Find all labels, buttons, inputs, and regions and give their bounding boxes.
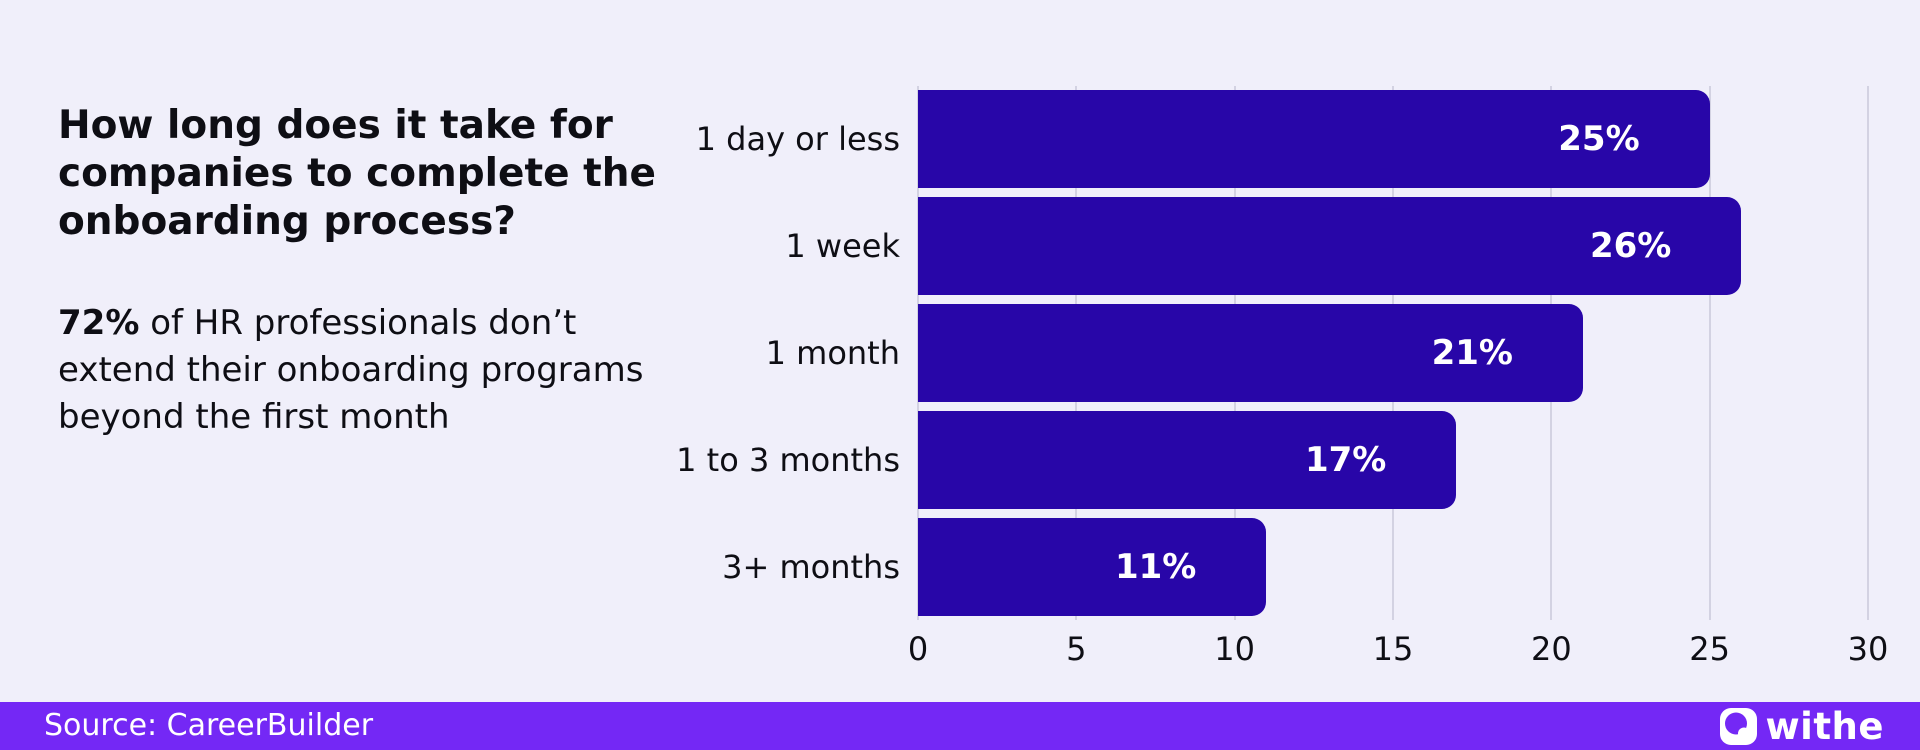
subtitle-line: 72% of HR professionals don’t bbox=[58, 300, 718, 347]
brand-logo: withe bbox=[1719, 704, 1885, 748]
chart-row: 1 day or less 25% bbox=[696, 86, 1868, 193]
x-tick-label: 5 bbox=[1066, 630, 1087, 668]
subtitle-text: of HR professionals don’t bbox=[139, 303, 577, 343]
category-label: 1 week bbox=[785, 227, 900, 266]
x-axis-ticks: 0 5 10 15 20 25 30 bbox=[908, 630, 1889, 674]
x-tick-label: 0 bbox=[907, 630, 929, 668]
headline-block: How long does it take for companies to c… bbox=[58, 102, 718, 441]
gridline bbox=[1708, 86, 1711, 620]
category-label: 1 to 3 months bbox=[676, 440, 900, 479]
footer-bar: Source: CareerBuilder withe bbox=[0, 702, 1920, 750]
bar-value-label: 21% bbox=[1431, 332, 1513, 373]
bar: 21% bbox=[918, 303, 1583, 402]
title-line: onboarding process? bbox=[58, 199, 516, 244]
title-line: How long does it take for bbox=[58, 103, 613, 148]
x-tick-label: 10 bbox=[1214, 630, 1256, 668]
chart-subtitle: 72% of HR professionals don’t extend the… bbox=[58, 300, 718, 441]
subtitle-line: beyond the first month bbox=[58, 397, 450, 437]
chart-row: 1 month 21% bbox=[766, 300, 1868, 407]
bar-chart: 1 day or less 25% 1 week 26% 1 month 21% 1 to … bbox=[676, 86, 1888, 668]
source-credit: Source: CareerBuilder bbox=[44, 708, 374, 743]
bar-value-label: 11% bbox=[1114, 546, 1197, 587]
category-label: 3+ months bbox=[722, 547, 900, 586]
stat-value: 72% bbox=[58, 303, 140, 343]
bar-value-label: 17% bbox=[1304, 439, 1387, 480]
category-label: 1 day or less bbox=[695, 120, 900, 159]
chart-row: 1 to 3 months 17% bbox=[676, 406, 1868, 513]
chart-question-title: How long does it take for companies to c… bbox=[58, 102, 718, 246]
withe-logo-icon bbox=[1719, 707, 1757, 745]
bar-value-label: 26% bbox=[1589, 226, 1672, 267]
chart-row: 3+ months 11% bbox=[722, 513, 1868, 620]
x-tick-label: 15 bbox=[1372, 630, 1414, 668]
bar: 11% bbox=[918, 517, 1267, 616]
bar: 25% bbox=[918, 90, 1710, 189]
title-line: companies to complete the bbox=[58, 151, 656, 196]
subtitle-line: extend their onboarding programs bbox=[58, 350, 644, 390]
x-tick-label: 20 bbox=[1530, 630, 1572, 668]
brand-name: withe bbox=[1765, 704, 1884, 748]
chart-row: 1 week 26% bbox=[785, 193, 1868, 300]
bar-value-label: 25% bbox=[1558, 119, 1640, 160]
gridline bbox=[1867, 86, 1869, 620]
chart-rows: 1 day or less 25% 1 week 26% 1 month 21% 1 to … bbox=[676, 86, 1868, 620]
bar: 26% bbox=[918, 197, 1742, 296]
category-label: 1 month bbox=[765, 333, 900, 372]
bar: 17% bbox=[918, 410, 1457, 509]
x-tick-label: 25 bbox=[1689, 630, 1731, 668]
x-tick-label: 30 bbox=[1847, 630, 1889, 668]
